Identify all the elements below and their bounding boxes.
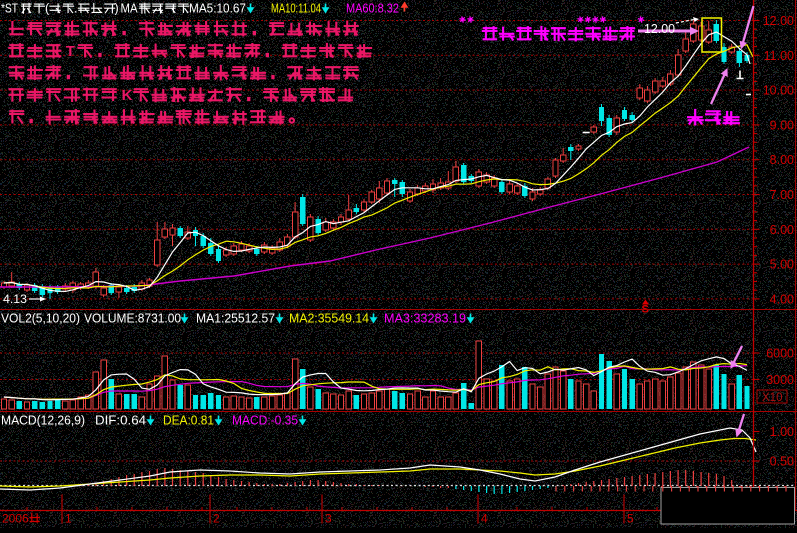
svg-text:K: K [122,87,133,104]
svg-text:MACD:-0.35: MACD:-0.35 [232,414,298,428]
svg-text:5.00: 5.00 [770,258,794,272]
svg-text:4: 4 [481,512,488,526]
svg-text:0.50: 0.50 [770,455,794,469]
svg-text:6.00: 6.00 [770,223,794,237]
svg-text:DIF:0.64: DIF:0.64 [95,414,146,428]
svg-text:VOLUME:8731.00: VOLUME:8731.00 [84,312,181,326]
svg-text:1.00: 1.00 [770,425,794,439]
svg-text:12.00: 12.00 [644,21,675,36]
svg-text:MA5:10.67: MA5:10.67 [189,2,246,16]
svg-text:3: 3 [325,512,332,526]
svg-text:*ST: *ST [1,2,18,16]
svg-text:8.00: 8.00 [770,153,794,167]
svg-text:4.13: 4.13 [3,294,27,306]
svg-text:VOL2(5,10,20): VOL2(5,10,20) [1,312,80,326]
svg-text:10.00: 10.00 [763,84,794,98]
svg-text:2: 2 [213,512,220,526]
svg-text:2006: 2006 [2,512,29,526]
svg-text:): ) [115,2,119,16]
svg-text:.: . [74,2,77,16]
svg-text:6000: 6000 [766,347,794,361]
svg-text:DEA:0.81: DEA:0.81 [163,414,214,428]
svg-text:12.00: 12.00 [763,14,794,28]
svg-text:T: T [66,43,75,60]
svg-text:11.00: 11.00 [764,49,794,63]
svg-text:MACD(12,26,9): MACD(12,26,9) [1,414,85,428]
svg-text:7.00: 7.00 [770,188,794,202]
svg-text:1: 1 [65,512,72,526]
svg-text:4.00: 4.00 [770,292,794,306]
svg-text:MA60:8.32: MA60:8.32 [346,2,399,16]
svg-text:MA10:11.04: MA10:11.04 [271,2,321,16]
svg-text:X10: X10 [762,392,782,404]
svg-text:MA2:35549.14: MA2:35549.14 [289,312,369,326]
svg-text:5: 5 [627,512,634,526]
svg-text:MA: MA [121,2,139,16]
svg-text:MA3:33283.19: MA3:33283.19 [384,312,466,326]
svg-text:3000: 3000 [766,373,794,387]
svg-text:MA1:25512.57: MA1:25512.57 [196,312,275,326]
svg-text:9.00: 9.00 [770,118,794,132]
svg-text:(: ( [45,2,50,16]
